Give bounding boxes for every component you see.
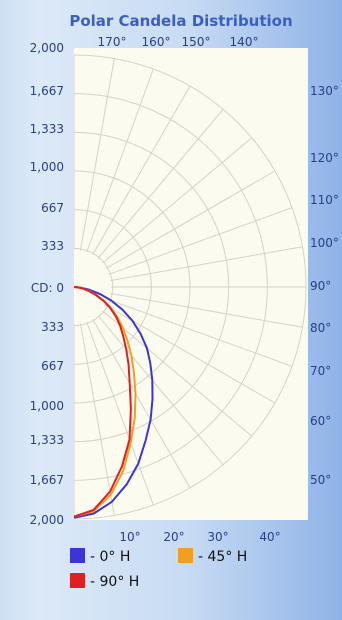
legend-swatch bbox=[70, 548, 85, 563]
grid-spoke bbox=[105, 305, 276, 404]
angle-label-top: 140° bbox=[230, 35, 259, 49]
angle-label-right: 90° bbox=[310, 279, 331, 293]
radial-tick-label: 667 bbox=[41, 359, 64, 373]
grid-spoke bbox=[102, 137, 253, 264]
grid-spoke bbox=[97, 108, 224, 259]
grid-spoke bbox=[86, 68, 154, 253]
series-line-0 bbox=[74, 286, 154, 519]
plot-area bbox=[74, 48, 308, 520]
legend-label: - 90° H bbox=[90, 574, 139, 590]
grid-spoke bbox=[110, 246, 303, 282]
polar-grid bbox=[74, 54, 307, 520]
grid-spoke bbox=[97, 315, 224, 466]
radial-tick-label: 1,667 bbox=[30, 84, 64, 98]
grid-spoke bbox=[105, 170, 276, 269]
series-layer bbox=[74, 286, 154, 519]
angle-label-bottom: 10° bbox=[119, 530, 140, 544]
angle-label-right: 130° bbox=[310, 84, 339, 98]
angle-label-bottom: 20° bbox=[163, 530, 184, 544]
angle-label-bottom: 40° bbox=[259, 530, 280, 544]
grid-spoke bbox=[110, 292, 303, 328]
angle-label-right: 70° bbox=[310, 364, 331, 378]
grid-spoke bbox=[108, 299, 293, 367]
chart-title: Polar Candela Distribution bbox=[69, 12, 292, 30]
angle-label-right: 80° bbox=[310, 321, 331, 335]
legend-label: - 0° H bbox=[90, 549, 130, 565]
radial-tick-label: 1,667 bbox=[30, 473, 64, 487]
radial-tick-label: 667 bbox=[41, 201, 64, 215]
legend-label: - 45° H bbox=[198, 549, 247, 565]
radial-tick-label: 333 bbox=[41, 239, 64, 253]
grid-spoke bbox=[102, 310, 253, 437]
angle-label-top: 170° bbox=[98, 35, 127, 49]
radial-tick-label: 1,333 bbox=[30, 433, 64, 447]
radial-tick-label: CD: 0 bbox=[31, 281, 64, 295]
radial-tick-label: 1,333 bbox=[30, 122, 64, 136]
radial-tick-label: 1,000 bbox=[30, 399, 64, 413]
grid-spoke bbox=[79, 58, 115, 251]
angle-label-top: 160° bbox=[142, 35, 171, 49]
angle-label-right: 60° bbox=[310, 414, 331, 428]
angle-label-top: 150° bbox=[182, 35, 211, 49]
series-line-2 bbox=[74, 286, 132, 518]
angle-label-right: 50° bbox=[310, 473, 331, 487]
angle-label-bottom: 30° bbox=[207, 530, 228, 544]
angle-label-right: 120° bbox=[310, 151, 339, 165]
grid-spoke bbox=[86, 321, 154, 506]
grid-spoke bbox=[108, 207, 293, 275]
legend-swatch bbox=[178, 548, 193, 563]
radial-tick-label: 2,000 bbox=[30, 513, 64, 527]
angle-label-right: 110° bbox=[310, 193, 339, 207]
grid-spoke bbox=[79, 323, 115, 516]
radial-tick-label: 1,000 bbox=[30, 160, 64, 174]
radial-tick-label: 2,000 bbox=[30, 41, 64, 55]
grid-spoke bbox=[92, 85, 191, 256]
legend: - 0° H - 45° H - 90° H bbox=[70, 548, 247, 590]
radial-tick-label: 333 bbox=[41, 320, 64, 334]
grid-spoke bbox=[92, 318, 191, 489]
legend-swatch bbox=[70, 573, 85, 588]
angle-label-right: 100° bbox=[310, 236, 339, 250]
